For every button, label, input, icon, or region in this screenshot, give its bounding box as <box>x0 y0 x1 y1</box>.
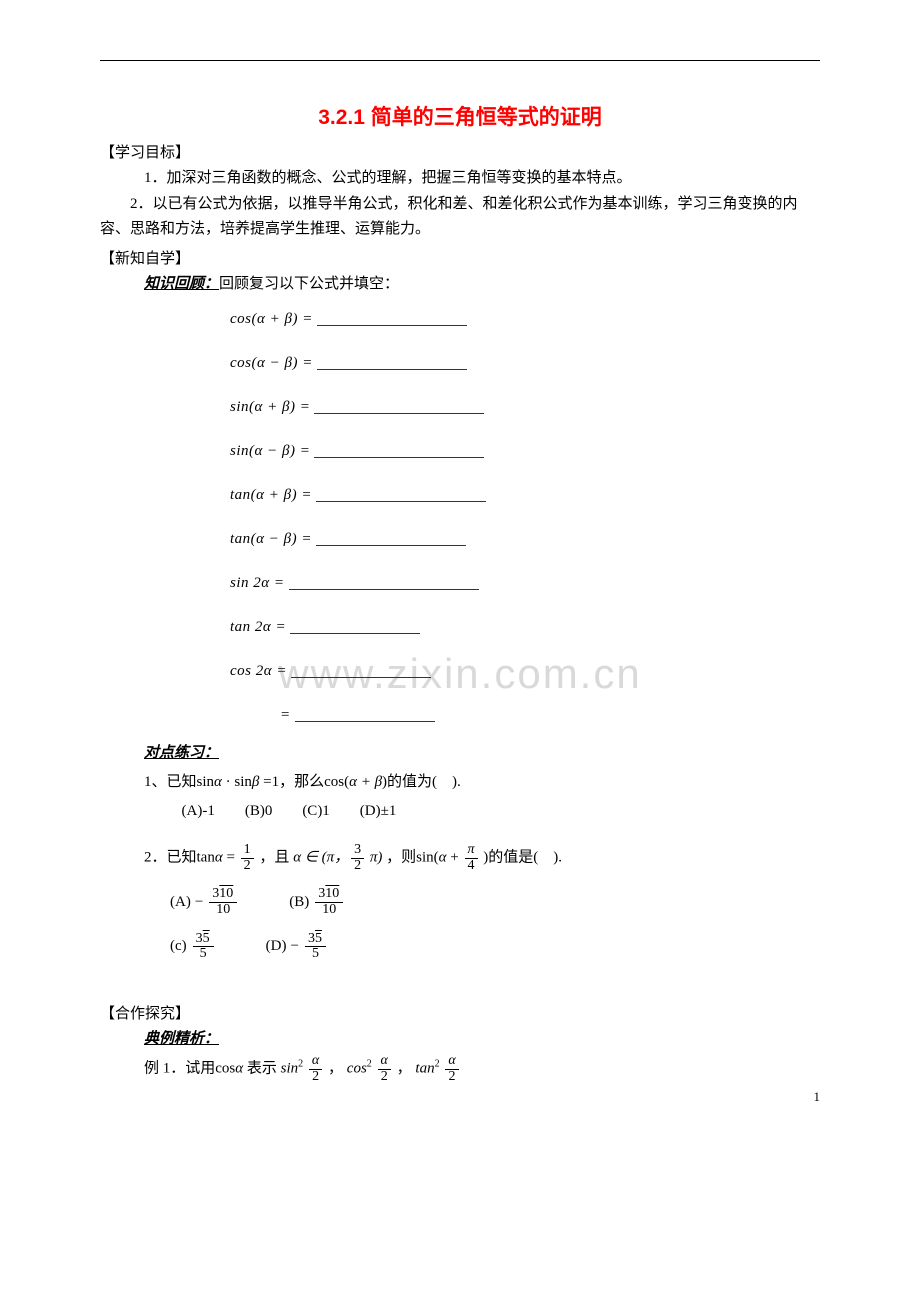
objective-1: 1．加深对三角函数的概念、公式的理解，把握三角恒等变换的基本特点。 <box>144 166 820 192</box>
formula-6: tan(α − β) = <box>230 517 820 561</box>
question-1: 1、已知sinα · sinβ =1，那么cos(α + β)的值为( ). (… <box>144 768 820 825</box>
section-objectives-heading: 【学习目标】 <box>100 141 820 162</box>
page-content: 3.2.1 简单的三角恒等式的证明 【学习目标】 1．加深对三角函数的概念、公式… <box>100 60 820 1085</box>
section-selfstudy-heading: 【新知自学】 <box>100 247 820 268</box>
example-1: 例 1．试用cosα 表示 sin2 α2 ， cos2 α2 ， tan2 α… <box>144 1054 820 1084</box>
recall-label: 知识回顾： <box>144 276 219 292</box>
formula-5: tan(α + β) = <box>230 473 820 517</box>
formula-7: sin 2α = <box>230 561 820 605</box>
formula-9: cos 2α = <box>230 649 820 693</box>
question-2-options-row1: (A)− 31010 (B) 31010 <box>170 887 820 917</box>
formula-4: sin(α − β) = <box>230 429 820 473</box>
question-1-options: (A)-1 (B)0 (C)1 (D)±1 <box>182 797 821 826</box>
formula-10: = <box>280 693 820 737</box>
formula-1: cos(α + β) = <box>230 297 820 341</box>
page-title: 3.2.1 简单的三角恒等式的证明 <box>100 101 820 131</box>
q2-option-c: (c) 355 <box>170 932 216 962</box>
formula-8: tan 2α = <box>230 605 820 649</box>
q2-option-a: (A)− 31010 <box>170 887 239 917</box>
formula-3: sin(α + β) = <box>230 385 820 429</box>
practice-label: 对点练习： <box>144 741 820 762</box>
formula-2: cos(α − β) = <box>230 341 820 385</box>
page-number: 1 <box>814 1089 821 1105</box>
coop-sub: 典例精析： <box>144 1027 820 1048</box>
q2-option-d: (D)− 355 <box>266 932 328 962</box>
q2-option-b: (B) 31010 <box>289 887 345 917</box>
recall-line: 知识回顾：回顾复习以下公式并填空： <box>144 272 820 298</box>
question-2-options-row2: (c) 355 (D)− 355 <box>170 932 820 962</box>
objective-2: 2．以已有公式为依据，以推导半角公式，积化和差、和差化积公式作为基本训练，学习三… <box>100 192 820 243</box>
top-rule <box>100 60 820 61</box>
section-coop-heading: 【合作探究】 <box>100 1002 820 1023</box>
question-2: 2．已知tanα = 12 ，且 α ∈ (π，32 π) ，则sin(α + … <box>144 843 820 873</box>
recall-text: 回顾复习以下公式并填空： <box>219 276 399 292</box>
